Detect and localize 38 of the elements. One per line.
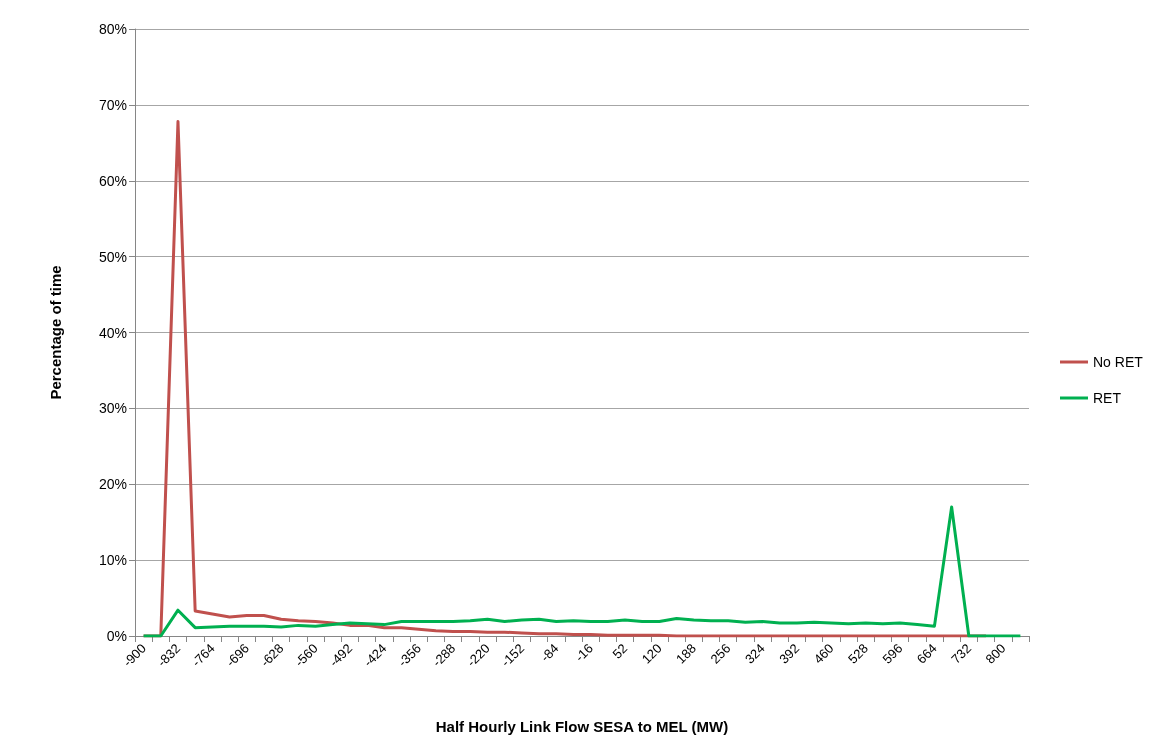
y-axis-title: Percentage of time [47,265,64,400]
x-tick-label: 324 [741,640,768,667]
x-tick-label: 188 [673,640,700,667]
x-tick-label: 256 [707,640,734,667]
y-tick-label: 30% [98,400,127,417]
x-tick-label: -356 [394,640,424,670]
x-tick-label: 596 [879,640,906,667]
x-tick-label: -628 [257,640,287,670]
x-tick-label: -152 [498,640,528,670]
x-tick-label: 460 [810,640,837,667]
x-tick-label: -84 [537,640,562,665]
x-tick-label: -424 [360,640,390,670]
x-tick-label: -832 [154,640,184,670]
x-tick-label: 664 [913,640,940,667]
x-tick-label: 392 [776,640,803,667]
x-tick-label: -288 [429,640,459,670]
line-series [142,505,1022,638]
x-tick-label: -492 [326,640,356,670]
y-tick-label: 70% [98,96,127,113]
x-tick-label: 732 [948,640,975,667]
x-tick-label: -220 [463,640,493,670]
y-tick-label: 40% [98,324,127,341]
x-axis-title: Half Hourly Link Flow SESA to MEL (MW) [435,718,729,735]
x-tick-label: -764 [188,640,218,670]
x-tick-label: 120 [638,640,665,667]
y-tick-label: 10% [98,552,127,569]
x-tick-label: 52 [609,640,631,662]
y-tick-label: 80% [98,21,127,37]
y-tick-label: 20% [98,476,127,493]
legend-label: No RET [1093,354,1144,370]
y-tick-label: 60% [98,172,127,189]
x-tick-label: -560 [291,640,321,670]
x-tick-label: 528 [845,640,871,667]
x-tick-label: -16 [572,640,596,665]
x-tick-label: 800 [982,640,1009,667]
y-tick-label: 50% [98,248,127,265]
x-tick-label: -696 [223,640,253,670]
legend-label: RET [1093,390,1122,406]
